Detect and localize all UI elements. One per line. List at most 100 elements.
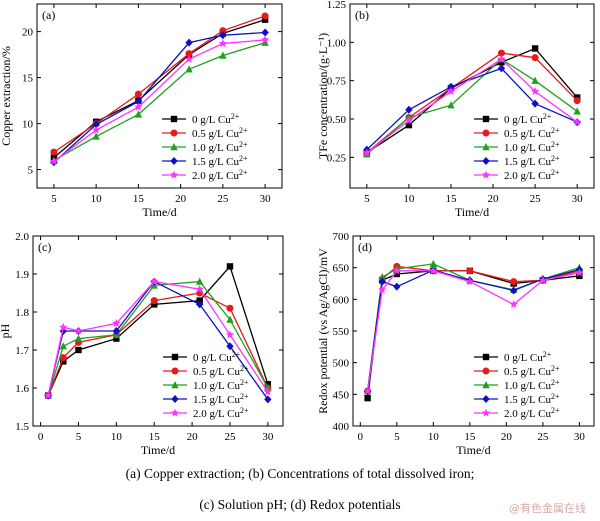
panel-a-series-0-5-g-l-cu2-line [53, 15, 266, 153]
panel-a-legend-label: 0 g/L Cu2+ [192, 112, 240, 126]
panel-c-series-0-5-g-l-cu2-point [150, 297, 158, 305]
panel-c-series-0-g-l-cu2-point [226, 263, 234, 270]
watermark: @有色金属在线 [509, 502, 586, 515]
panel-d-series-1-5-g-l-cu2-point [393, 282, 401, 291]
panel-c-series-0-5-g-l-cu2-point [59, 354, 67, 362]
panel-c-legend-marker [171, 353, 179, 361]
panel-b-series-2-0-g-l-cu2-point [362, 148, 372, 157]
figure-caption-line-2: (c) Solution pH; (d) Redox potentials [199, 497, 401, 512]
panel-c-xtick-label: 10 [111, 431, 123, 443]
panel-b-xtick-label: 20 [488, 193, 500, 205]
panel-c-series-2-0-g-l-cu2-point [112, 319, 121, 327]
panel-c-series-0-g-l-cu2-point [60, 358, 67, 365]
panel-d-series-1-0-g-l-cu2-point [429, 259, 438, 268]
panel-c-ytick-label: 1.6 [15, 383, 29, 395]
panel-c-series-1-5-g-l-cu2-point [226, 342, 234, 351]
panel-a-ytick-label: 20 [22, 27, 34, 39]
panel-a-legend-label: 1.0 g/L Cu2+ [192, 140, 248, 154]
panel-d-ytick-label: 450 [333, 389, 350, 401]
panel-d-series-2-0-g-l-cu2-point [509, 300, 518, 308]
panel-b-ytick-label: 1.00 [327, 37, 347, 49]
panel-d-ylabel: Redox potential (vs Ag/AgCl)/mV [316, 248, 330, 414]
panel-c-ylabel: pH [0, 323, 12, 338]
panel-d-legend-label: 0.5 g/L Cu2+ [504, 364, 560, 378]
panel-d-legend-label: 2.0 g/L Cu2+ [504, 406, 560, 420]
panel-d-xtick-label: 30 [574, 431, 586, 443]
panel-d-xtick-label: 20 [501, 431, 513, 443]
panel-d-series-0-g-l-cu2-point [576, 272, 583, 280]
panel-c-legend-label: 2.0 g/L Cu2+ [193, 406, 249, 420]
panel-c-series-1-5-g-l-cu2-point [195, 300, 204, 309]
panel-b-series-2-0-g-l-cu2-point [446, 87, 456, 95]
panel-c: 0 5 10 15 20 25 30 1.5 1.6 1.7 1.8 1.9 2.0 Time/d pH (c… [0, 231, 284, 457]
panel-d-legend-marker [482, 381, 490, 389]
panel-c-xtick-label: 15 [149, 431, 161, 443]
panel-c-legend-label: 0.5 g/L Cu2+ [193, 364, 249, 378]
panel-a-series-0-5-g-l-cu2-point [261, 12, 269, 20]
panel-b-xtick-label: 5 [364, 193, 370, 205]
panel-d-ytick-label: 650 [333, 263, 350, 275]
panel-c-series-2-0-g-l-cu2-point [225, 330, 235, 339]
panel-b-series-1-0-g-l-cu2-line [366, 58, 578, 155]
panel-a-series-2-0-g-l-cu2-point [260, 35, 270, 44]
panel-c-series-0-g-l-cu2-point [113, 335, 120, 342]
panel-a-ytick-label: 5 [28, 165, 34, 177]
panel-b-xlabel: Time/d [455, 205, 489, 219]
panel-a-xtick-label: 5 [51, 193, 57, 205]
panel-c-ytick-label: 2.0 [15, 231, 29, 243]
panel-a-xtick-label: 25 [217, 193, 229, 205]
panel-a-series-0-5-g-l-cu2-point [219, 27, 227, 35]
figure-caption-line-1: (a) Copper extraction; (b) Concentration… [125, 466, 475, 481]
panel-a-ytick-label: 15 [22, 73, 34, 85]
panel-c-legend-marker [171, 381, 179, 389]
panel-d-ytick-label: 550 [333, 326, 350, 338]
panel-b-series-2-0-g-l-cu2-point [497, 54, 506, 63]
panel-d-series-2-0-g-l-cu2-point [575, 268, 584, 277]
panel-a-legend-marker [170, 157, 178, 165]
panel-c-series-0-g-l-cu2-point [151, 301, 158, 308]
panel-a-series-1-0-g-l-cu2-line [53, 42, 266, 161]
panel-c-legend: 0 g/L Cu2+0.5 g/L Cu2+1.0 g/L Cu2+1.5 g/… [163, 350, 249, 420]
panel-a-series-0-5-g-l-cu2 [50, 12, 269, 156]
panel-b-series-0-5-g-l-cu2-point [573, 97, 581, 105]
panel-d-legend-marker [482, 395, 490, 403]
panel-c-series-2-0-g-l-cu2-line [47, 280, 269, 396]
panel-c-tag: (c) [38, 240, 51, 254]
panel-c-series-2-0-g-l-cu2-point [263, 387, 273, 396]
panel-b-series-0-g-l-cu2-point [405, 121, 413, 129]
panel-c-series-1-0-g-l-cu2-point [74, 334, 83, 342]
panel-d-series-1-5-g-l-cu2-point [378, 277, 386, 286]
panel-c-xtick-label: 20 [187, 431, 199, 443]
panel-b-series-1-5-g-l-cu2-point [531, 99, 539, 108]
panel-c-xtick-label: 5 [76, 431, 82, 443]
panel-d-series-2-0-g-l-cu2-point [429, 266, 438, 275]
panel-b-ytick-label: 0.25 [327, 152, 347, 164]
panel-a-series-0-5-g-l-cu2-point [50, 148, 58, 156]
panel-b-series-1-0-g-l-cu2-point [531, 76, 539, 84]
panel-b-ylabel: TFe concentration/(g·L⁻¹) [316, 33, 330, 159]
panel-d-xtick-label: 0 [358, 431, 364, 443]
panel-d-legend-label: 1.5 g/L Cu2+ [504, 392, 560, 406]
panel-b-series-0-5-g-l-cu2 [363, 49, 581, 157]
panel-a-series-0-5-g-l-cu2-point [185, 50, 193, 58]
panel-b-series-1-0-g-l-cu2-point [573, 107, 581, 115]
panel-d-ytick-label: 400 [333, 421, 350, 433]
panel-b-ytick-label: 0.50 [327, 114, 347, 126]
panel-a-series-0-5-g-l-cu2-point [134, 90, 142, 98]
panel-a-series-1-0-g-l-cu2-point [185, 65, 193, 73]
panel-a-legend-label: 2.0 g/L Cu2+ [192, 168, 248, 182]
panel-b-series-1-5-g-l-cu2-point [447, 82, 455, 91]
panel-a-series-2-0-g-l-cu2 [49, 35, 270, 165]
panel-d-ytick-label: 500 [333, 358, 350, 370]
panel-b-series-2-0-g-l-cu2 [362, 54, 582, 157]
panel-a-legend-marker [170, 143, 178, 151]
panel-d-legend-marker [482, 367, 490, 375]
panel-d-legend-label: 1.0 g/L Cu2+ [504, 378, 560, 392]
panel-c-series-2-0-g-l-cu2-point [150, 277, 159, 286]
panel-c-ytick-label: 1.8 [15, 307, 29, 319]
panel-a-ylabel: Copper extraction/% [0, 46, 13, 146]
panel-a-series-1-0-g-l-cu2-point [219, 51, 227, 59]
panel-c-legend-label: 1.0 g/L Cu2+ [193, 378, 249, 392]
panel-a-xtick-label: 15 [133, 193, 145, 205]
panel-d-series-2-0-g-l-cu2-point [392, 266, 401, 275]
